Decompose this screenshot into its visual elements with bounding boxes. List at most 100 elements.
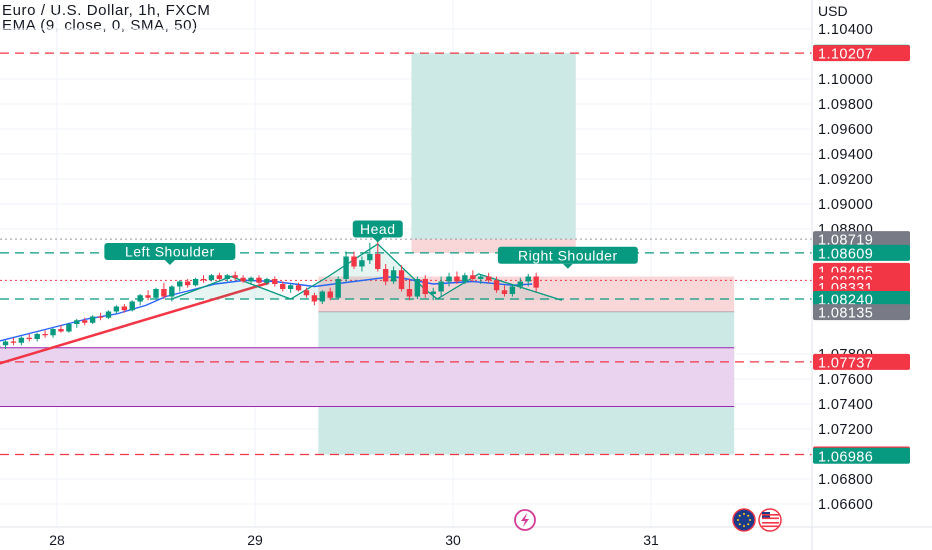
time-tick-label: 28 bbox=[49, 532, 65, 548]
candle-body bbox=[161, 289, 167, 297]
candle-body bbox=[517, 281, 524, 287]
time-tick-label: 29 bbox=[247, 532, 263, 548]
candle-body bbox=[184, 281, 191, 286]
symbol-title: Euro / U.S. Dollar, 1h, FXCM bbox=[2, 2, 211, 19]
price-badge: 1.08719 bbox=[813, 231, 910, 249]
pattern-label: Head bbox=[352, 220, 403, 243]
price-tick-label: 1.09400 bbox=[818, 147, 873, 163]
candle-body bbox=[382, 269, 389, 282]
pattern-label-text: Head bbox=[360, 221, 395, 237]
candle-body bbox=[240, 277, 246, 282]
candle-body bbox=[264, 279, 270, 283]
candle-body bbox=[200, 279, 207, 281]
pattern-label-bg bbox=[497, 246, 638, 264]
eu-flag-circle bbox=[732, 508, 756, 532]
candle-body bbox=[343, 256, 349, 279]
candle-body bbox=[501, 290, 508, 294]
candle-body bbox=[327, 291, 333, 298]
price-tick-label: 1.07600 bbox=[818, 372, 873, 388]
candle-body bbox=[216, 275, 223, 279]
candle-body bbox=[42, 334, 48, 336]
pattern-label: Left Shoulder bbox=[104, 243, 236, 265]
candle-body bbox=[280, 284, 286, 289]
price-badge: 1.08609 bbox=[813, 244, 910, 262]
time-tick-label: 31 bbox=[643, 532, 659, 548]
candle-body bbox=[58, 329, 64, 332]
price-tick-label: 1.09600 bbox=[818, 122, 873, 138]
candle-body bbox=[303, 290, 310, 296]
candle-body bbox=[18, 337, 25, 343]
price-badge-bg bbox=[813, 231, 910, 248]
trendline bbox=[0, 281, 270, 365]
candle-body bbox=[89, 316, 96, 323]
price-badge-text: 1.07737 bbox=[818, 355, 873, 371]
candle-body bbox=[406, 289, 413, 297]
candle-body bbox=[26, 337, 32, 339]
candle-body bbox=[509, 286, 516, 294]
currency-label: USD bbox=[818, 3, 848, 19]
pattern-label-pointer bbox=[562, 263, 573, 269]
pattern-label-pointer bbox=[164, 260, 175, 265]
candle-body bbox=[74, 320, 80, 324]
economic-event-flags-icon[interactable] bbox=[732, 508, 782, 532]
candle-body bbox=[287, 285, 294, 289]
candle-body bbox=[295, 285, 302, 291]
candle-body bbox=[2, 341, 9, 346]
candle-body bbox=[478, 276, 484, 279]
us-flag-stripe bbox=[762, 525, 779, 528]
eu-flag-star bbox=[747, 514, 750, 517]
eu-flag-star bbox=[747, 523, 750, 526]
profit-zone bbox=[411, 53, 576, 240]
candle-body bbox=[319, 291, 326, 302]
pattern-label: Right Shoulder bbox=[497, 246, 638, 269]
candle-body bbox=[137, 295, 143, 302]
candle-body bbox=[390, 270, 397, 282]
eu-flag-star bbox=[737, 519, 739, 521]
candle-body bbox=[438, 281, 444, 292]
price-tick-label: 1.07200 bbox=[818, 422, 873, 438]
candle-body bbox=[533, 276, 539, 288]
us-flag-stripe bbox=[762, 522, 779, 524]
candle-body bbox=[430, 291, 436, 294]
price-tick-label: 1.07400 bbox=[818, 397, 873, 413]
price-tick-label: 1.10400 bbox=[818, 22, 873, 38]
candle-body bbox=[66, 324, 72, 332]
candle-body bbox=[375, 254, 381, 269]
candle-body bbox=[414, 279, 421, 297]
candle-body bbox=[485, 276, 492, 281]
price-badge-bg bbox=[813, 244, 910, 261]
us-flag-stripe bbox=[762, 514, 779, 516]
candle-body bbox=[351, 256, 357, 267]
candle-body bbox=[82, 320, 88, 323]
candle-body bbox=[153, 289, 159, 298]
price-tick-label: 1.09200 bbox=[818, 172, 873, 188]
candle-body bbox=[335, 279, 341, 298]
candle-body bbox=[121, 306, 128, 311]
price-tick-label: 1.10000 bbox=[818, 72, 873, 88]
price-badge-text: 1.08135 bbox=[818, 306, 873, 322]
indicator-legend: EMA (9, close, 0, SMA, 50) bbox=[2, 17, 198, 34]
head-shoulders-fill bbox=[171, 244, 562, 301]
purple-zone bbox=[0, 347, 735, 407]
candle-body bbox=[470, 275, 476, 279]
time-axis-bg bbox=[0, 527, 932, 550]
eu-flag-star bbox=[738, 514, 741, 517]
price-badge: 1.08135 bbox=[813, 304, 910, 322]
price-badge-bg bbox=[813, 45, 910, 62]
pattern-label-bg bbox=[352, 220, 403, 238]
pattern-label-text: Left Shoulder bbox=[125, 244, 215, 260]
lightning-event-icon[interactable] bbox=[514, 509, 536, 531]
candle-body bbox=[34, 334, 40, 339]
price-badge-text: 1.08719 bbox=[818, 233, 873, 249]
candle-body bbox=[454, 276, 460, 282]
candle-body bbox=[177, 281, 183, 287]
candle-body bbox=[145, 295, 151, 298]
candle-body bbox=[493, 280, 500, 291]
price-badge-bg bbox=[813, 304, 910, 321]
price-tick-label: 1.09000 bbox=[818, 197, 873, 213]
price-badge-bg bbox=[813, 353, 910, 370]
price-badge-bg bbox=[813, 447, 910, 464]
us-flag-stripe bbox=[762, 517, 779, 520]
